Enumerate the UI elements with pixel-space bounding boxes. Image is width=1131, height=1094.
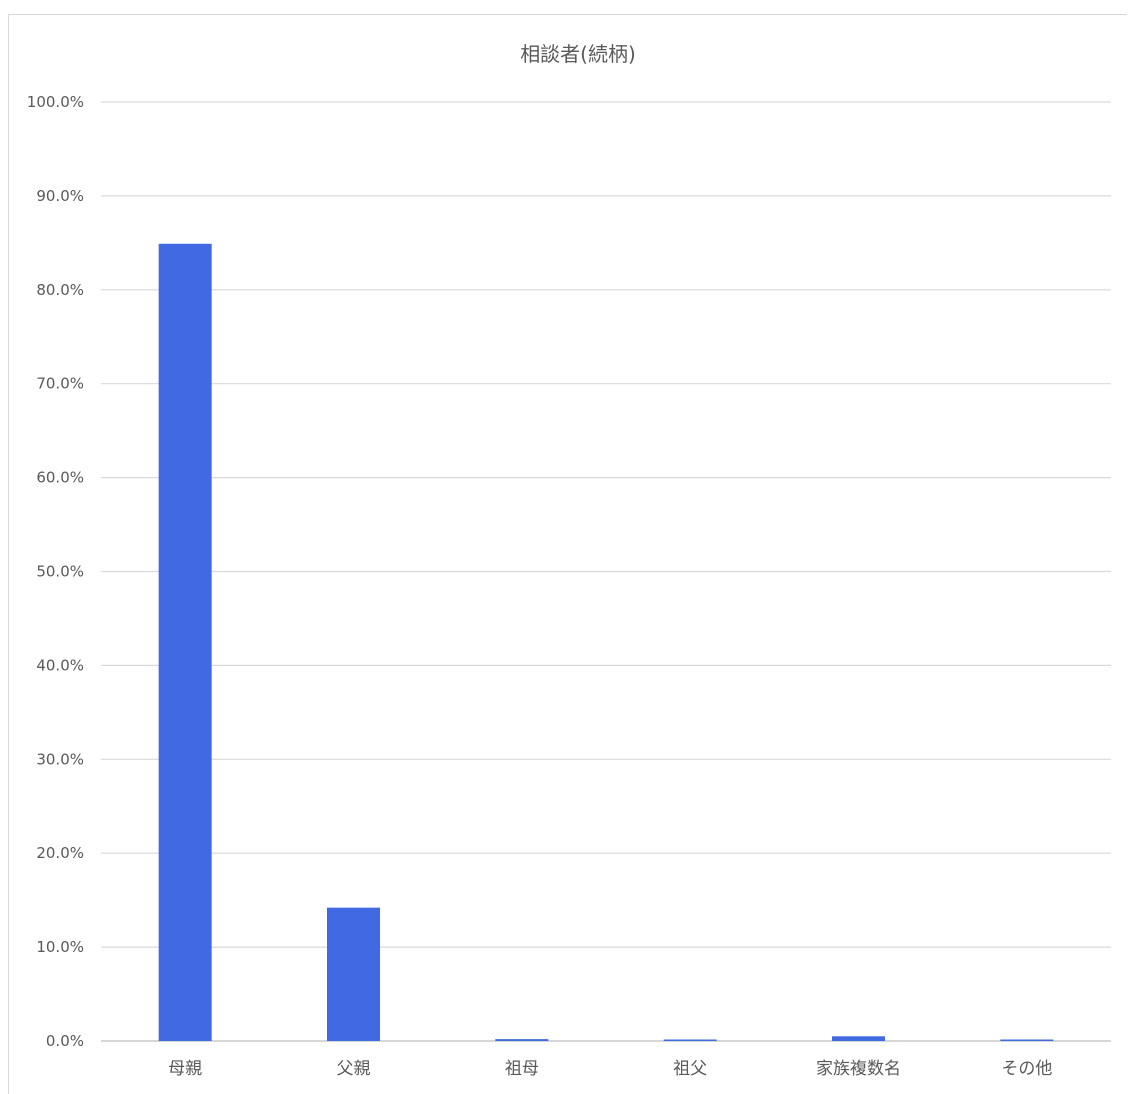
bar xyxy=(327,907,380,1041)
y-tick-label: 100.0% xyxy=(27,93,84,111)
y-tick-label: 60.0% xyxy=(36,469,84,487)
x-category-label: 母親 xyxy=(168,1059,202,1079)
y-tick-label: 50.0% xyxy=(36,563,84,581)
x-category-label: 祖母 xyxy=(505,1059,539,1079)
x-category-label: その他 xyxy=(1001,1059,1052,1079)
y-tick-label: 80.0% xyxy=(36,281,84,299)
bar xyxy=(832,1036,885,1041)
y-tick-label: 40.0% xyxy=(36,656,84,674)
x-axis-category-labels: 母親 父親 祖母 祖父 家族複数名 その他 xyxy=(168,1059,1052,1079)
chart-title: 相談者(続柄) xyxy=(520,42,636,66)
x-category-label: 家族複数名 xyxy=(816,1059,901,1079)
bars xyxy=(158,243,1054,1041)
y-tick-label: 90.0% xyxy=(36,187,84,205)
y-tick-label: 20.0% xyxy=(36,844,84,862)
bar xyxy=(1000,1039,1054,1041)
bar xyxy=(495,1039,549,1041)
y-tick-label: 70.0% xyxy=(36,375,84,393)
y-tick-label: 0.0% xyxy=(46,1032,84,1050)
x-category-label: 祖父 xyxy=(673,1059,707,1079)
y-tick-label: 30.0% xyxy=(36,750,84,768)
y-axis-tick-labels: 0.0% 10.0% 20.0% 30.0% 40.0% 50.0% 60.0% 70.0% 8… xyxy=(27,93,84,1050)
bar xyxy=(663,1039,717,1041)
x-category-label: 父親 xyxy=(337,1059,371,1079)
y-tick-label: 10.0% xyxy=(36,938,84,956)
bar xyxy=(158,243,212,1041)
gridlines xyxy=(101,101,1111,1042)
